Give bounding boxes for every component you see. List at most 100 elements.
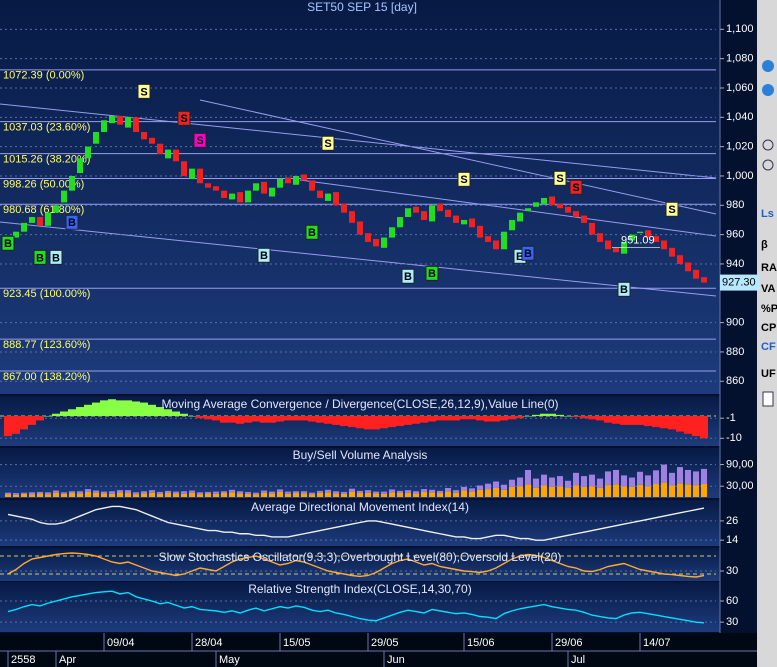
candle (661, 240, 667, 250)
signal-label: S (324, 138, 331, 150)
macd-bar (356, 415, 364, 429)
period-label: Apr (59, 654, 76, 666)
volume-bar (653, 484, 659, 497)
toolbar-button[interactable]: CF (761, 341, 776, 353)
volume-bar (645, 475, 651, 487)
volume-bar (173, 491, 179, 494)
candle (509, 219, 515, 231)
search-button[interactable] (762, 159, 774, 171)
volume-bar (629, 486, 635, 497)
candle (45, 212, 51, 226)
candle (77, 158, 83, 174)
toolbar-button[interactable]: RA (761, 262, 777, 274)
macd-bar (92, 402, 100, 416)
candle (413, 206, 419, 213)
macd-bar (588, 415, 596, 420)
volume-bar (349, 491, 355, 497)
candle (205, 183, 211, 188)
x-tick-label: 28/04 (195, 637, 223, 649)
volume-bar (605, 485, 611, 497)
volume-bar (213, 493, 219, 497)
volume-bar (365, 490, 371, 493)
volume-bar (501, 484, 507, 490)
signal-label: S (180, 113, 187, 125)
candle (269, 187, 275, 197)
signal-marker (321, 135, 335, 151)
toolbar (757, 0, 777, 667)
macd-bar (572, 415, 580, 418)
volume-bar (493, 481, 499, 488)
signal-label: B (68, 217, 76, 229)
search-button[interactable] (762, 139, 774, 151)
zoom-in-button[interactable] (762, 60, 774, 72)
volume-bar (509, 486, 515, 497)
macd-bar (596, 415, 604, 421)
macd-bar (100, 400, 108, 416)
x-tick-label: 29/06 (555, 637, 583, 649)
signal-label: B (516, 251, 524, 263)
macd-bar (12, 415, 20, 434)
volume-bar (661, 482, 667, 497)
volume-bar (597, 478, 603, 488)
volume-bar (381, 493, 387, 497)
candle (277, 178, 283, 188)
volume-bar (685, 484, 691, 497)
macd-bar (124, 400, 132, 416)
zoom-out-button[interactable] (762, 84, 774, 96)
volume-bar (29, 492, 35, 495)
candle (421, 211, 427, 220)
volume-bar (317, 490, 323, 493)
volume-bar (597, 487, 603, 497)
candle (253, 183, 259, 191)
macd-bar (332, 415, 340, 425)
macd-bar (68, 409, 76, 416)
macd-bar (516, 415, 524, 419)
volume-bar (309, 494, 315, 497)
volume-bar (181, 491, 187, 494)
volume-bar (421, 491, 427, 497)
macd-bar (660, 415, 668, 429)
volume-bar (253, 492, 259, 495)
toolbar-button[interactable]: CP (761, 322, 776, 334)
macd-bar (36, 415, 44, 421)
volume-bar (165, 493, 171, 497)
macd-bar (292, 415, 300, 421)
volume-bar (53, 492, 59, 497)
volume-bar (461, 486, 467, 491)
macd-bar (132, 401, 140, 416)
toolbar-button[interactable]: VA (761, 283, 776, 295)
volume-bar (285, 491, 291, 494)
candle (669, 247, 675, 257)
candle (237, 192, 243, 203)
y-tick-label: 14 (726, 534, 738, 546)
y-tick-label: 30,00 (726, 480, 754, 492)
y-tick-label: 900 (726, 317, 744, 329)
toolbar-button[interactable]: %P (761, 303, 777, 315)
macd-bar (140, 402, 148, 416)
toolbar-button[interactable]: Ls (761, 208, 774, 220)
toolbar-button[interactable]: UF (761, 368, 776, 380)
volume-bar (237, 493, 243, 497)
volume-bar (157, 493, 163, 497)
candle (597, 233, 603, 242)
signal-label: S (196, 135, 203, 147)
candle (133, 117, 139, 132)
toolbar-button[interactable]: β (761, 239, 768, 251)
volume-bar (189, 490, 195, 493)
candle (461, 219, 467, 225)
candle (589, 222, 595, 235)
macd-bar (692, 415, 700, 437)
fib-label: 1037.03 (23.60%) (3, 122, 90, 134)
signal-label: S (140, 86, 147, 98)
volume-bar (125, 493, 131, 497)
scroll-button[interactable] (762, 391, 774, 407)
candle (101, 120, 107, 132)
volume-bar (373, 491, 379, 494)
volume-bar (13, 493, 19, 495)
volume-bar (85, 491, 91, 497)
volume-bar (205, 491, 211, 494)
volume-bar (613, 469, 619, 485)
candle (581, 215, 587, 223)
candle (629, 234, 635, 241)
y-tick-label: 1,060 (726, 82, 754, 94)
